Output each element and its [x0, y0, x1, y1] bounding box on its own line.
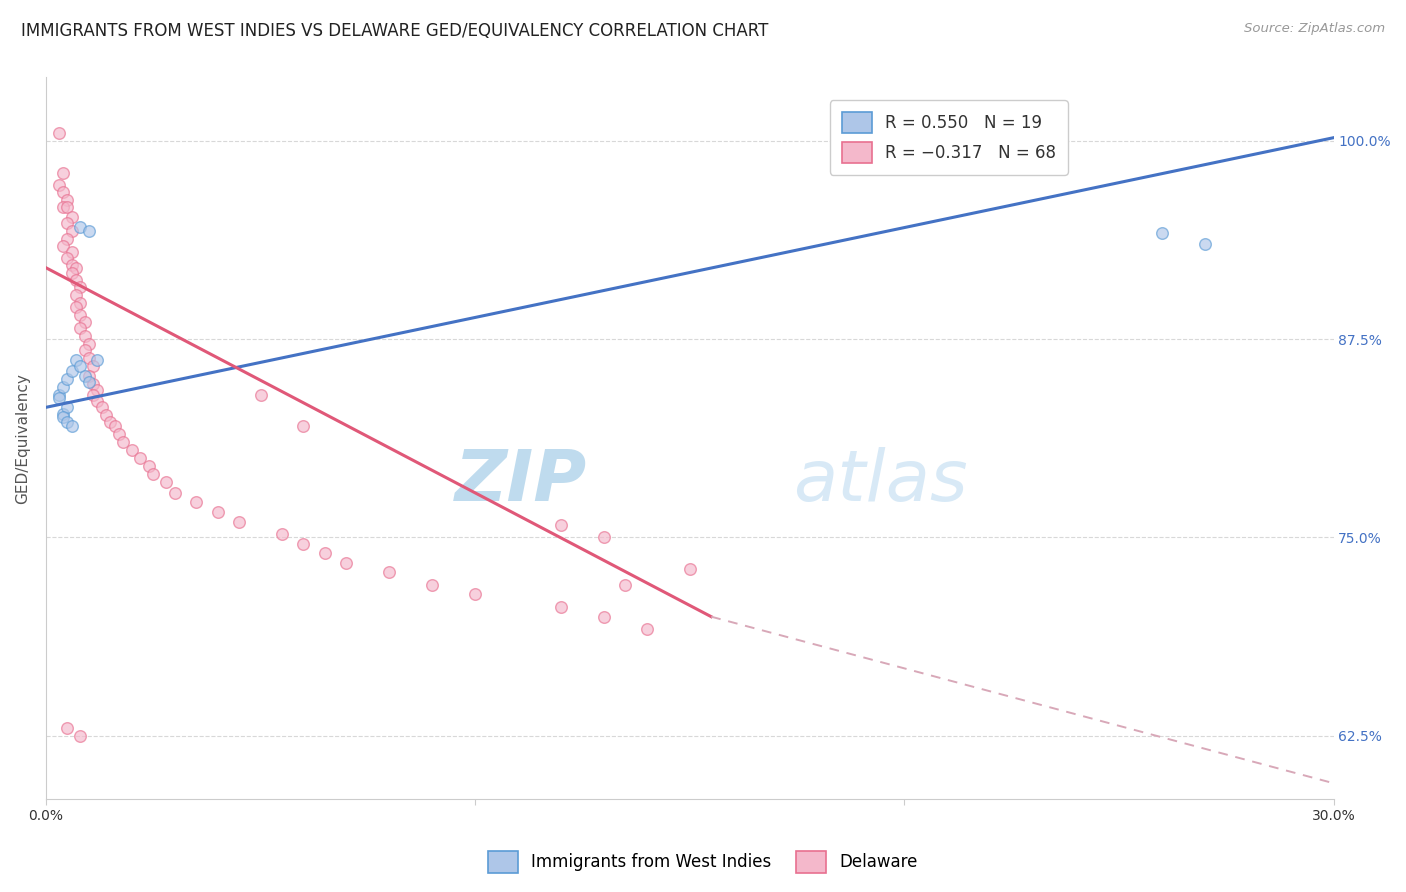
Point	[73, 368, 96, 383]
Point	[77, 351, 100, 366]
Point	[69, 280, 91, 294]
Point	[82, 387, 104, 401]
Point	[138, 458, 160, 473]
Point	[292, 537, 315, 551]
Point	[60, 266, 83, 280]
Point	[69, 309, 91, 323]
Point	[228, 515, 250, 529]
Point	[271, 527, 294, 541]
Point	[52, 238, 75, 252]
Point	[1150, 226, 1173, 240]
Point	[108, 427, 131, 442]
Point	[94, 409, 117, 423]
Point	[65, 273, 87, 287]
Point	[60, 210, 83, 224]
Point	[73, 343, 96, 358]
Point	[65, 287, 87, 301]
Point	[52, 185, 75, 199]
Point	[48, 387, 70, 401]
Point	[86, 352, 108, 367]
Point	[56, 721, 79, 735]
Point	[52, 409, 75, 424]
Text: ZIP: ZIP	[454, 447, 586, 516]
Legend: Immigrants from West Indies, Delaware: Immigrants from West Indies, Delaware	[481, 845, 925, 880]
Point	[52, 407, 75, 421]
Point	[129, 451, 152, 466]
Point	[60, 244, 83, 259]
Y-axis label: GED/Equivalency: GED/Equivalency	[15, 373, 30, 504]
Point	[86, 394, 108, 409]
Point	[69, 321, 91, 335]
Point	[186, 495, 208, 509]
Point	[65, 260, 87, 275]
Point	[48, 126, 70, 140]
Point	[104, 419, 127, 434]
Point	[60, 258, 83, 272]
Text: IMMIGRANTS FROM WEST INDIES VS DELAWARE GED/EQUIVALENCY CORRELATION CHART: IMMIGRANTS FROM WEST INDIES VS DELAWARE …	[21, 22, 769, 40]
Point	[593, 530, 616, 544]
Point	[56, 415, 79, 429]
Point	[65, 352, 87, 367]
Point	[69, 295, 91, 310]
Point	[163, 486, 186, 500]
Point	[56, 372, 79, 386]
Point	[73, 315, 96, 329]
Point	[48, 391, 70, 405]
Point	[56, 401, 79, 415]
Point	[77, 368, 100, 383]
Point	[56, 252, 79, 266]
Point	[314, 546, 336, 560]
Point	[52, 201, 75, 215]
Point	[82, 359, 104, 373]
Point	[249, 387, 271, 401]
Point	[614, 578, 637, 592]
Point	[69, 219, 91, 234]
Point	[112, 435, 135, 450]
Point	[77, 224, 100, 238]
Point	[56, 201, 79, 215]
Point	[292, 419, 315, 434]
Text: Source: ZipAtlas.com: Source: ZipAtlas.com	[1244, 22, 1385, 36]
Point	[69, 359, 91, 373]
Point	[60, 364, 83, 378]
Point	[1194, 237, 1216, 252]
Point	[550, 600, 572, 615]
Point	[86, 383, 108, 397]
Text: atlas: atlas	[793, 447, 967, 516]
Legend: R = 0.550   N = 19, R = −0.317   N = 68: R = 0.550 N = 19, R = −0.317 N = 68	[830, 100, 1067, 175]
Point	[56, 216, 79, 230]
Point	[52, 165, 75, 179]
Point	[593, 609, 616, 624]
Point	[155, 475, 177, 489]
Point	[679, 562, 702, 576]
Point	[56, 193, 79, 207]
Point	[52, 380, 75, 394]
Point	[378, 566, 401, 580]
Point	[464, 587, 486, 601]
Point	[98, 415, 121, 429]
Point	[69, 729, 91, 743]
Point	[207, 505, 229, 519]
Point	[60, 419, 83, 434]
Point	[73, 329, 96, 343]
Point	[121, 443, 143, 458]
Point	[60, 224, 83, 238]
Point	[77, 337, 100, 351]
Point	[550, 517, 572, 532]
Point	[56, 232, 79, 246]
Point	[636, 623, 658, 637]
Point	[65, 301, 87, 315]
Point	[48, 178, 70, 193]
Point	[90, 401, 112, 415]
Point	[142, 467, 165, 481]
Point	[82, 376, 104, 391]
Point	[335, 556, 357, 570]
Point	[77, 375, 100, 389]
Point	[420, 578, 443, 592]
